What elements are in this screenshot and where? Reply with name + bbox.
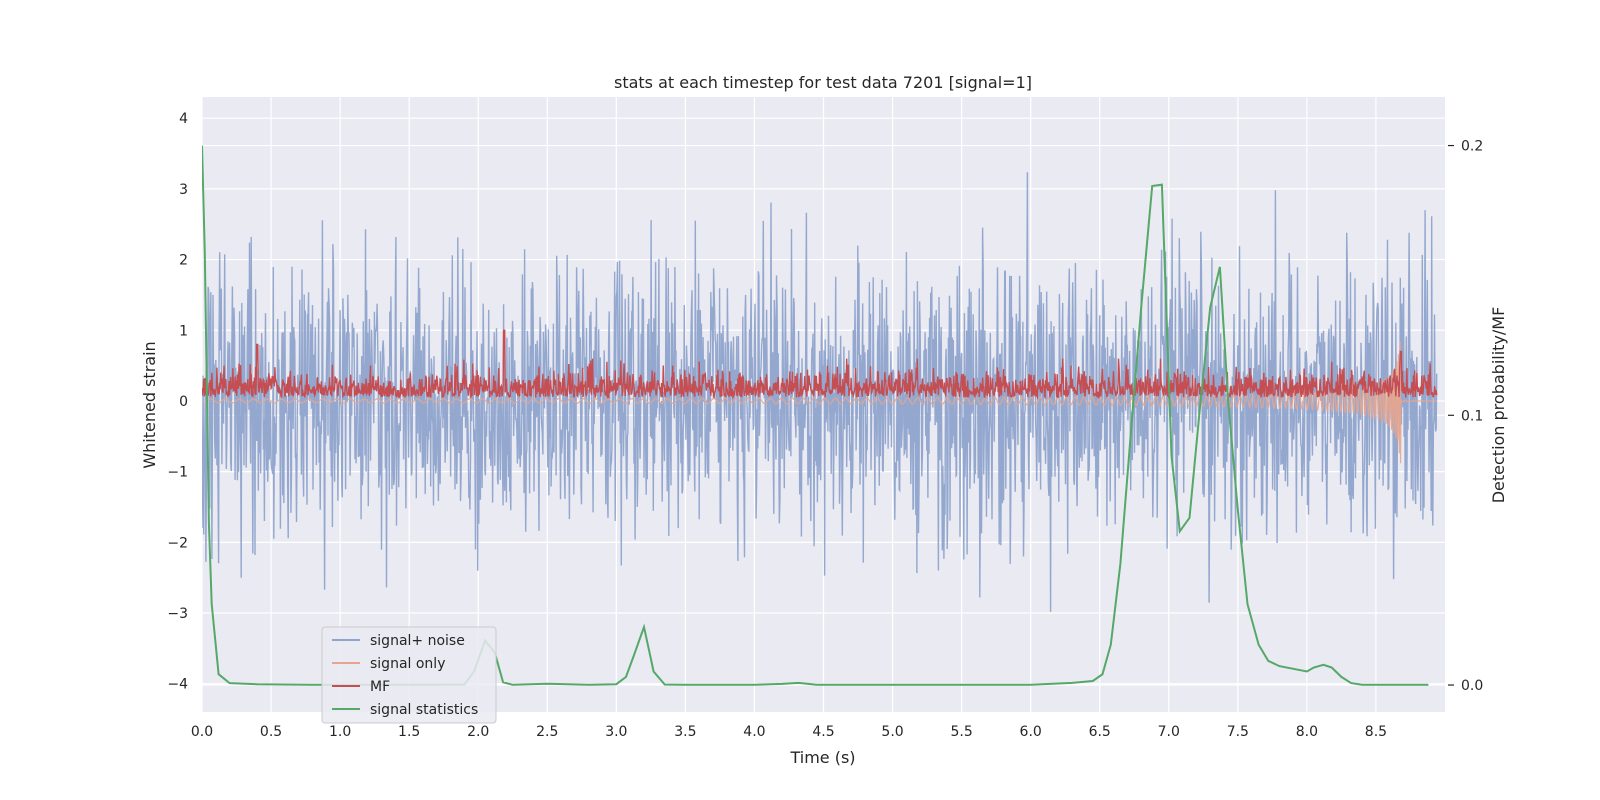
series-line-signal-noise	[202, 172, 1438, 612]
y-tick-label: −1	[167, 465, 188, 481]
y2-tick-label: 0.2	[1461, 139, 1483, 155]
y-tick-label: 1	[179, 323, 188, 339]
x-tick-label: 4.5	[812, 724, 834, 740]
x-tick-label: 5.5	[950, 724, 972, 740]
legend-label-signal-statistics: signal statistics	[370, 702, 478, 718]
x-axis: 0.0 0.5 1.0 1.5 2.0 2.5 3.0 3.5 4.0 4.5 5.0 5.5 6.0 6…	[191, 724, 1387, 740]
y-tick-label: −3	[167, 606, 188, 622]
x-tick-label: 7.0	[1158, 724, 1180, 740]
y-tick-label: 2	[179, 253, 188, 269]
x-tick-label: 6.5	[1089, 724, 1111, 740]
x-tick-label: 5.0	[881, 724, 903, 740]
x-tick-label: 1.5	[398, 724, 420, 740]
y-axis-right: 0.0 0.1 0.2	[1448, 139, 1483, 694]
y2-tick-label: 0.1	[1461, 408, 1483, 424]
legend: signal+ noise signal only MF signal stat…	[321, 626, 497, 724]
y-tick-label: 4	[179, 111, 188, 127]
x-axis-title: Time (s)	[789, 748, 855, 767]
y-tick-label: −2	[167, 535, 188, 551]
legend-box	[321, 626, 497, 724]
y-axis-title: Whitened strain	[140, 341, 159, 468]
y2-axis-title: Detection probability/MF	[1489, 307, 1508, 504]
legend-label-mf: MF	[370, 679, 390, 695]
y2-tick-label: 0.0	[1461, 678, 1483, 694]
x-tick-label: 0.5	[260, 724, 282, 740]
x-tick-label: 8.5	[1365, 724, 1387, 740]
x-tick-label: 0.0	[191, 724, 213, 740]
x-tick-label: 2.0	[467, 724, 489, 740]
x-tick-label: 6.0	[1020, 724, 1042, 740]
y-tick-label: 0	[179, 394, 188, 410]
y-axis-left: −4 −3 −2 −1 0 1 2 3 4	[167, 111, 188, 693]
x-tick-label: 3.0	[605, 724, 627, 740]
x-tick-label: 3.5	[674, 724, 696, 740]
x-tick-label: 4.0	[743, 724, 765, 740]
y-tick-label: 3	[179, 182, 188, 198]
x-tick-label: 1.0	[329, 724, 351, 740]
legend-label-signal-noise: signal+ noise	[370, 633, 465, 649]
x-tick-label: 7.5	[1227, 724, 1249, 740]
chart-title: stats at each timestep for test data 720…	[614, 73, 1032, 92]
y-tick-label: −4	[167, 677, 188, 693]
series-line-signal-only	[202, 341, 1437, 464]
series-line-mf	[202, 329, 1438, 400]
x-tick-label: 2.5	[536, 724, 558, 740]
x-tick-label: 8.0	[1296, 724, 1318, 740]
legend-label-signal-only: signal only	[370, 656, 445, 672]
